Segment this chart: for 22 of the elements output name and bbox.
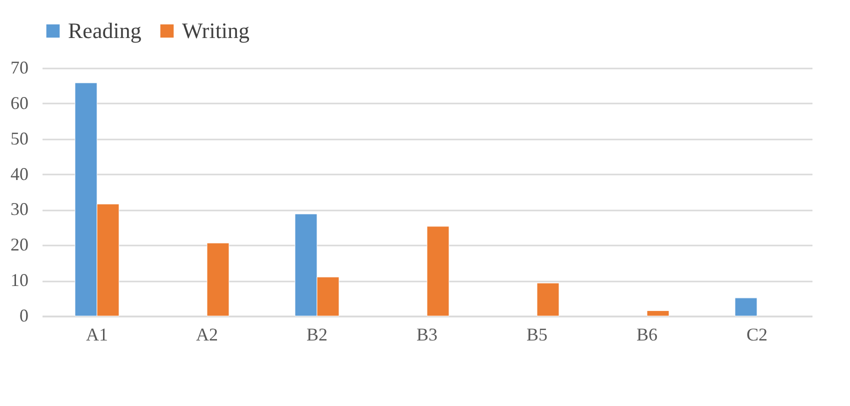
y-tick-label: 10 (10, 270, 28, 290)
y-tick-label: 40 (10, 164, 28, 184)
x-tick-label: B5 (526, 324, 548, 344)
x-tick-label: A1 (86, 324, 108, 344)
y-tick-label: 50 (10, 128, 28, 148)
bar (646, 310, 670, 316)
bar (206, 242, 230, 316)
y-tick-label: 20 (10, 234, 28, 255)
y-tick-label: 30 (10, 199, 28, 220)
y-tick-label: 0 (20, 306, 28, 326)
bar (734, 298, 758, 316)
x-tick-label: B3 (416, 324, 438, 344)
bar (536, 282, 560, 316)
legend-label: Writing (182, 18, 250, 43)
y-tick-label: 70 (10, 58, 28, 78)
x-tick-label: B6 (636, 324, 658, 344)
y-tick-label: 60 (10, 92, 28, 113)
x-tick-label: A2 (196, 324, 218, 344)
x-tick-label: B2 (306, 324, 328, 344)
legend-label: Reading (68, 18, 142, 43)
bar (426, 226, 450, 316)
x-tick-label: C2 (746, 324, 768, 344)
